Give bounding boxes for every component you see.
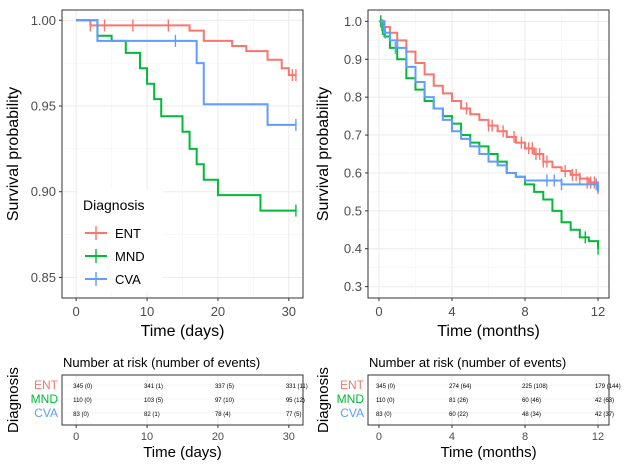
risk-cell: 225 (108) [522,384,548,390]
risk-table-border [61,374,304,426]
risk-x-tick-label: 12 [592,431,604,443]
risk-table-title: Number at risk (number of events) [63,355,260,370]
y-tick-label: 1.00 [31,13,56,28]
legend: Diagnosis ENT MND CVA [77,190,163,292]
y-tick-label: 0.9 [344,52,362,67]
y-tick-label: 0.4 [344,241,362,256]
x-tick-label: 8 [521,304,528,319]
risk-cell: 274 (64) [449,384,471,390]
risk-row-label-cva: CVA [340,406,364,420]
survival-curve-mnd [378,20,600,249]
risk-cell: 97 (10) [215,398,234,404]
risk-cell: 331 (11) [286,384,308,390]
risk-cell: 345 (0) [73,384,92,390]
y-tick-label: 1.0 [344,14,362,29]
x-tick-label: 12 [591,304,605,319]
risk-row-label-ent: ENT [34,378,59,392]
y-tick-label: 0.95 [31,99,56,114]
risk-table-background [368,375,609,425]
survival-curve-ent [76,19,296,77]
plot-border [61,9,304,299]
risk-cell: 42 (37) [595,412,614,418]
plot-border [367,9,610,299]
risk-row-label-mnd: MND [337,392,365,406]
survival-curve-cva [76,19,296,126]
legend-title: Diagnosis [83,197,144,213]
risk-y-axis-title: Diagnosis [5,367,22,433]
y-tick-label: 0.8 [344,90,362,105]
risk-cell: 95 (12) [286,398,305,404]
risk-cell: 60 (46) [522,398,541,404]
risk-cell: 83 (0) [73,412,89,418]
survival-curve-cva [378,20,600,192]
risk-cell: 77 (5) [286,412,302,418]
risk-x-tick-label: 0 [73,431,79,443]
legend-label-cva: CVA [115,272,141,287]
risk-x-axis-title: Time (months) [440,444,536,461]
y-tick-label: 0.90 [31,184,56,199]
x-axis-title: Time (days) [141,323,225,340]
risk-cell: 60 (22) [449,412,468,418]
risk-table-title: Number at risk (number of events) [369,355,566,370]
risk-x-tick-label: 8 [522,431,528,443]
risk-x-axis-title: Time (days) [143,444,222,461]
risk-table-2: Number at risk (number of events) ENT 345 … [315,355,621,461]
risk-table-border [367,374,610,426]
x-tick-label: 20 [211,304,225,319]
risk-cell: 83 (0) [376,412,392,418]
risk-x-tick-label: 4 [449,431,455,443]
risk-row-label-ent: ENT [340,378,365,392]
risk-cell: 48 (34) [522,412,541,418]
risk-cell: 345 (0) [376,384,395,390]
risk-table-background [62,375,303,425]
risk-cell: 110 (0) [73,398,92,404]
y-tick-label: 0.3 [344,279,362,294]
risk-table-1: Number at risk (number of events) ENT 345 … [5,355,308,461]
risk-cell: 179 (144) [595,384,621,390]
y-tick-label: 0.7 [344,128,362,143]
legend-label-ent: ENT [115,226,141,241]
risk-cell: 110 (0) [376,398,395,404]
km-panel-2: 0.3 0.4 0.5 0.6 0.7 0.8 0.9 1.0 0 4 8 12 Time (month… [315,9,610,340]
risk-x-tick-label: 20 [212,431,224,443]
x-tick-label: 0 [375,304,382,319]
x-tick-label: 30 [282,304,296,319]
risk-cell: 81 (26) [449,398,468,404]
legend-box [77,190,163,292]
y-axis-title: Survival probability [315,87,332,221]
risk-cell: 82 (1) [144,412,160,418]
risk-cell: 103 (5) [144,398,163,404]
risk-x-tick-label: 0 [376,431,382,443]
risk-x-tick-label: 10 [141,431,153,443]
risk-cell: 341 (1) [144,384,163,390]
x-tick-label: 4 [448,304,455,319]
x-axis-title: Time (months) [437,323,540,340]
y-tick-label: 0.5 [344,203,362,218]
risk-cell: 78 (4) [215,412,231,418]
risk-y-axis-title: Diagnosis [315,367,332,433]
y-tick-label: 0.85 [31,270,56,285]
legend-label-mnd: MND [115,249,145,264]
x-tick-label: 10 [140,304,154,319]
x-tick-label: 0 [73,304,80,319]
risk-x-tick-label: 30 [283,431,295,443]
risk-row-label-cva: CVA [34,406,58,420]
km-panel-1: 0.85 0.90 0.95 1.00 0 10 20 30 Time (days) Surviv… [5,9,304,340]
y-axis-title: Survival probability [5,87,22,221]
risk-cell: 337 (5) [215,384,234,390]
y-tick-label: 0.6 [344,165,362,180]
risk-cell: 42 (63) [595,398,614,404]
risk-row-label-mnd: MND [31,392,59,406]
